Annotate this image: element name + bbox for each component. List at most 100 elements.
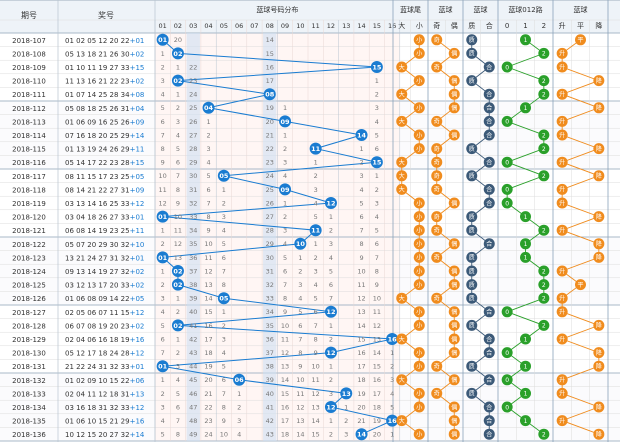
parity-ball-label: 偶 [451,349,457,357]
issue-number: 2018-110 [12,78,46,86]
prize-numbers: 01 06 10 15 21 29+16 [65,418,145,426]
omission-value: 36 [266,335,274,343]
red-balls: 05 07 20 29 30 32 [65,241,130,249]
parity-ball-label: 奇 [434,36,440,44]
tail-ball [413,224,425,236]
omission-value: 7 [222,267,226,275]
route012-ball [538,279,550,291]
prize-numbers: 03 12 13 17 20 33+02 [65,282,144,290]
omission-value: 10 [159,172,167,180]
parity-ball [448,428,460,440]
tail-ball-label: 小 [416,227,422,235]
trend-ball-label: 升 [559,159,565,167]
omission-value: 24 [266,172,274,180]
prime-ball-label: 质 [469,322,475,330]
parity-ball [431,360,443,372]
route012-subheader: 0 [505,22,509,30]
omission-value: 5 [298,308,302,316]
route012-ball [520,415,531,427]
omission-value: 6 [222,254,226,262]
omission-value: 9 [222,417,226,425]
omission-value: 9 [283,308,287,316]
omission-value: 12 [312,390,320,398]
omission-value: 2 [237,403,241,411]
blue-ball-label: 01 [158,36,168,44]
tail-ball [413,129,425,141]
omission-value: 35 [266,322,274,330]
issue-number: 2018-128 [12,322,46,330]
tail-ball [396,333,408,345]
prime-ball-label: 合 [486,104,492,112]
omission-value: 45 [189,376,197,384]
prime-ball-label: 质 [469,281,475,289]
prime-ball-label: 质 [469,227,475,235]
route012-ball-label: 1 [524,418,528,425]
omission-value: 2 [161,390,165,398]
tail-ball-label: 小 [416,77,422,85]
tail-ball-label: 小 [416,104,422,112]
trend-ball [556,47,568,59]
route012-ball-label: 2 [542,228,546,235]
omission-value: 1 [222,308,226,316]
omission-value: 5 [161,104,165,112]
omission-value: 18 [281,431,289,439]
red-balls: 01 13 19 24 26 29 [65,146,130,154]
tail-ball [396,170,408,182]
blue-ball [263,88,276,101]
omission-value: 2 [329,227,333,235]
omission-value: 4 [176,131,180,139]
tail-ball-label: 大 [399,376,405,384]
prime-ball [483,102,495,114]
omission-value: 1 [283,199,287,207]
prime-ball [466,224,478,236]
route012-ball [520,387,531,399]
prime-ball-label: 合 [486,118,492,126]
red-balls: 03 12 13 17 20 33 [65,282,130,290]
parity-header: 蓝球 [439,5,453,14]
prize-numbers: 01 06 08 09 14 22+05 [65,295,144,303]
omission-value: 42 [266,417,274,425]
route012-ball-label: 0 [505,119,509,126]
omission-value: 2 [375,186,379,194]
trend-ball [575,279,586,291]
blue-ball-number: +02 [130,78,145,86]
red-balls: 06 07 08 19 20 23 [65,322,130,330]
omission-value: 2 [176,308,180,316]
issue-number: 2018-113 [12,118,46,126]
parity-ball [448,88,460,100]
trend-ball-label: 升 [559,390,565,398]
parity-ball-label: 奇 [434,186,440,194]
omission-value: 1 [390,431,394,439]
omission-value: 2 [206,131,210,139]
omission-value: 2 [314,254,318,262]
tail-ball-label: 大 [399,91,405,99]
blue-ball-label: 01 [158,363,168,371]
omission-value: 5 [314,295,318,303]
omission-value: 20 [357,403,365,411]
omission-value: 10 [220,431,228,439]
omission-value: 30 [266,254,274,262]
blue-ball-number: +01 [130,363,145,371]
prize-numbers: 03 16 18 31 32 33+12 [65,404,144,412]
route012-ball [538,170,550,182]
omission-value: 11 [357,281,365,289]
omission-value: 3 [237,417,241,425]
blue-ball-number: +08 [130,91,145,99]
omission-value: 6 [222,376,226,384]
omission-value: 12 [159,199,167,207]
blue-ball-number: +06 [130,377,145,385]
tail-ball-label: 小 [416,349,422,357]
red-balls: 01 02 09 10 15 22 [65,377,130,385]
trend-ball [556,292,568,304]
red-balls: 03 04 18 26 27 33 [65,214,130,222]
prize-numbers: 21 22 24 31 32 33+01 [65,363,144,371]
prime-ball [483,415,495,427]
trend-ball [556,183,568,195]
red-balls: 05 14 17 22 23 28 [65,159,130,167]
tail-ball [413,251,425,263]
red-balls: 02 04 06 16 18 19 [65,336,130,344]
route012-ball-label: 0 [505,187,509,194]
tail-ball [396,88,408,100]
blue-dist-header: 蓝球号码分布 [256,5,298,14]
prime-ball-label: 合 [486,91,492,99]
